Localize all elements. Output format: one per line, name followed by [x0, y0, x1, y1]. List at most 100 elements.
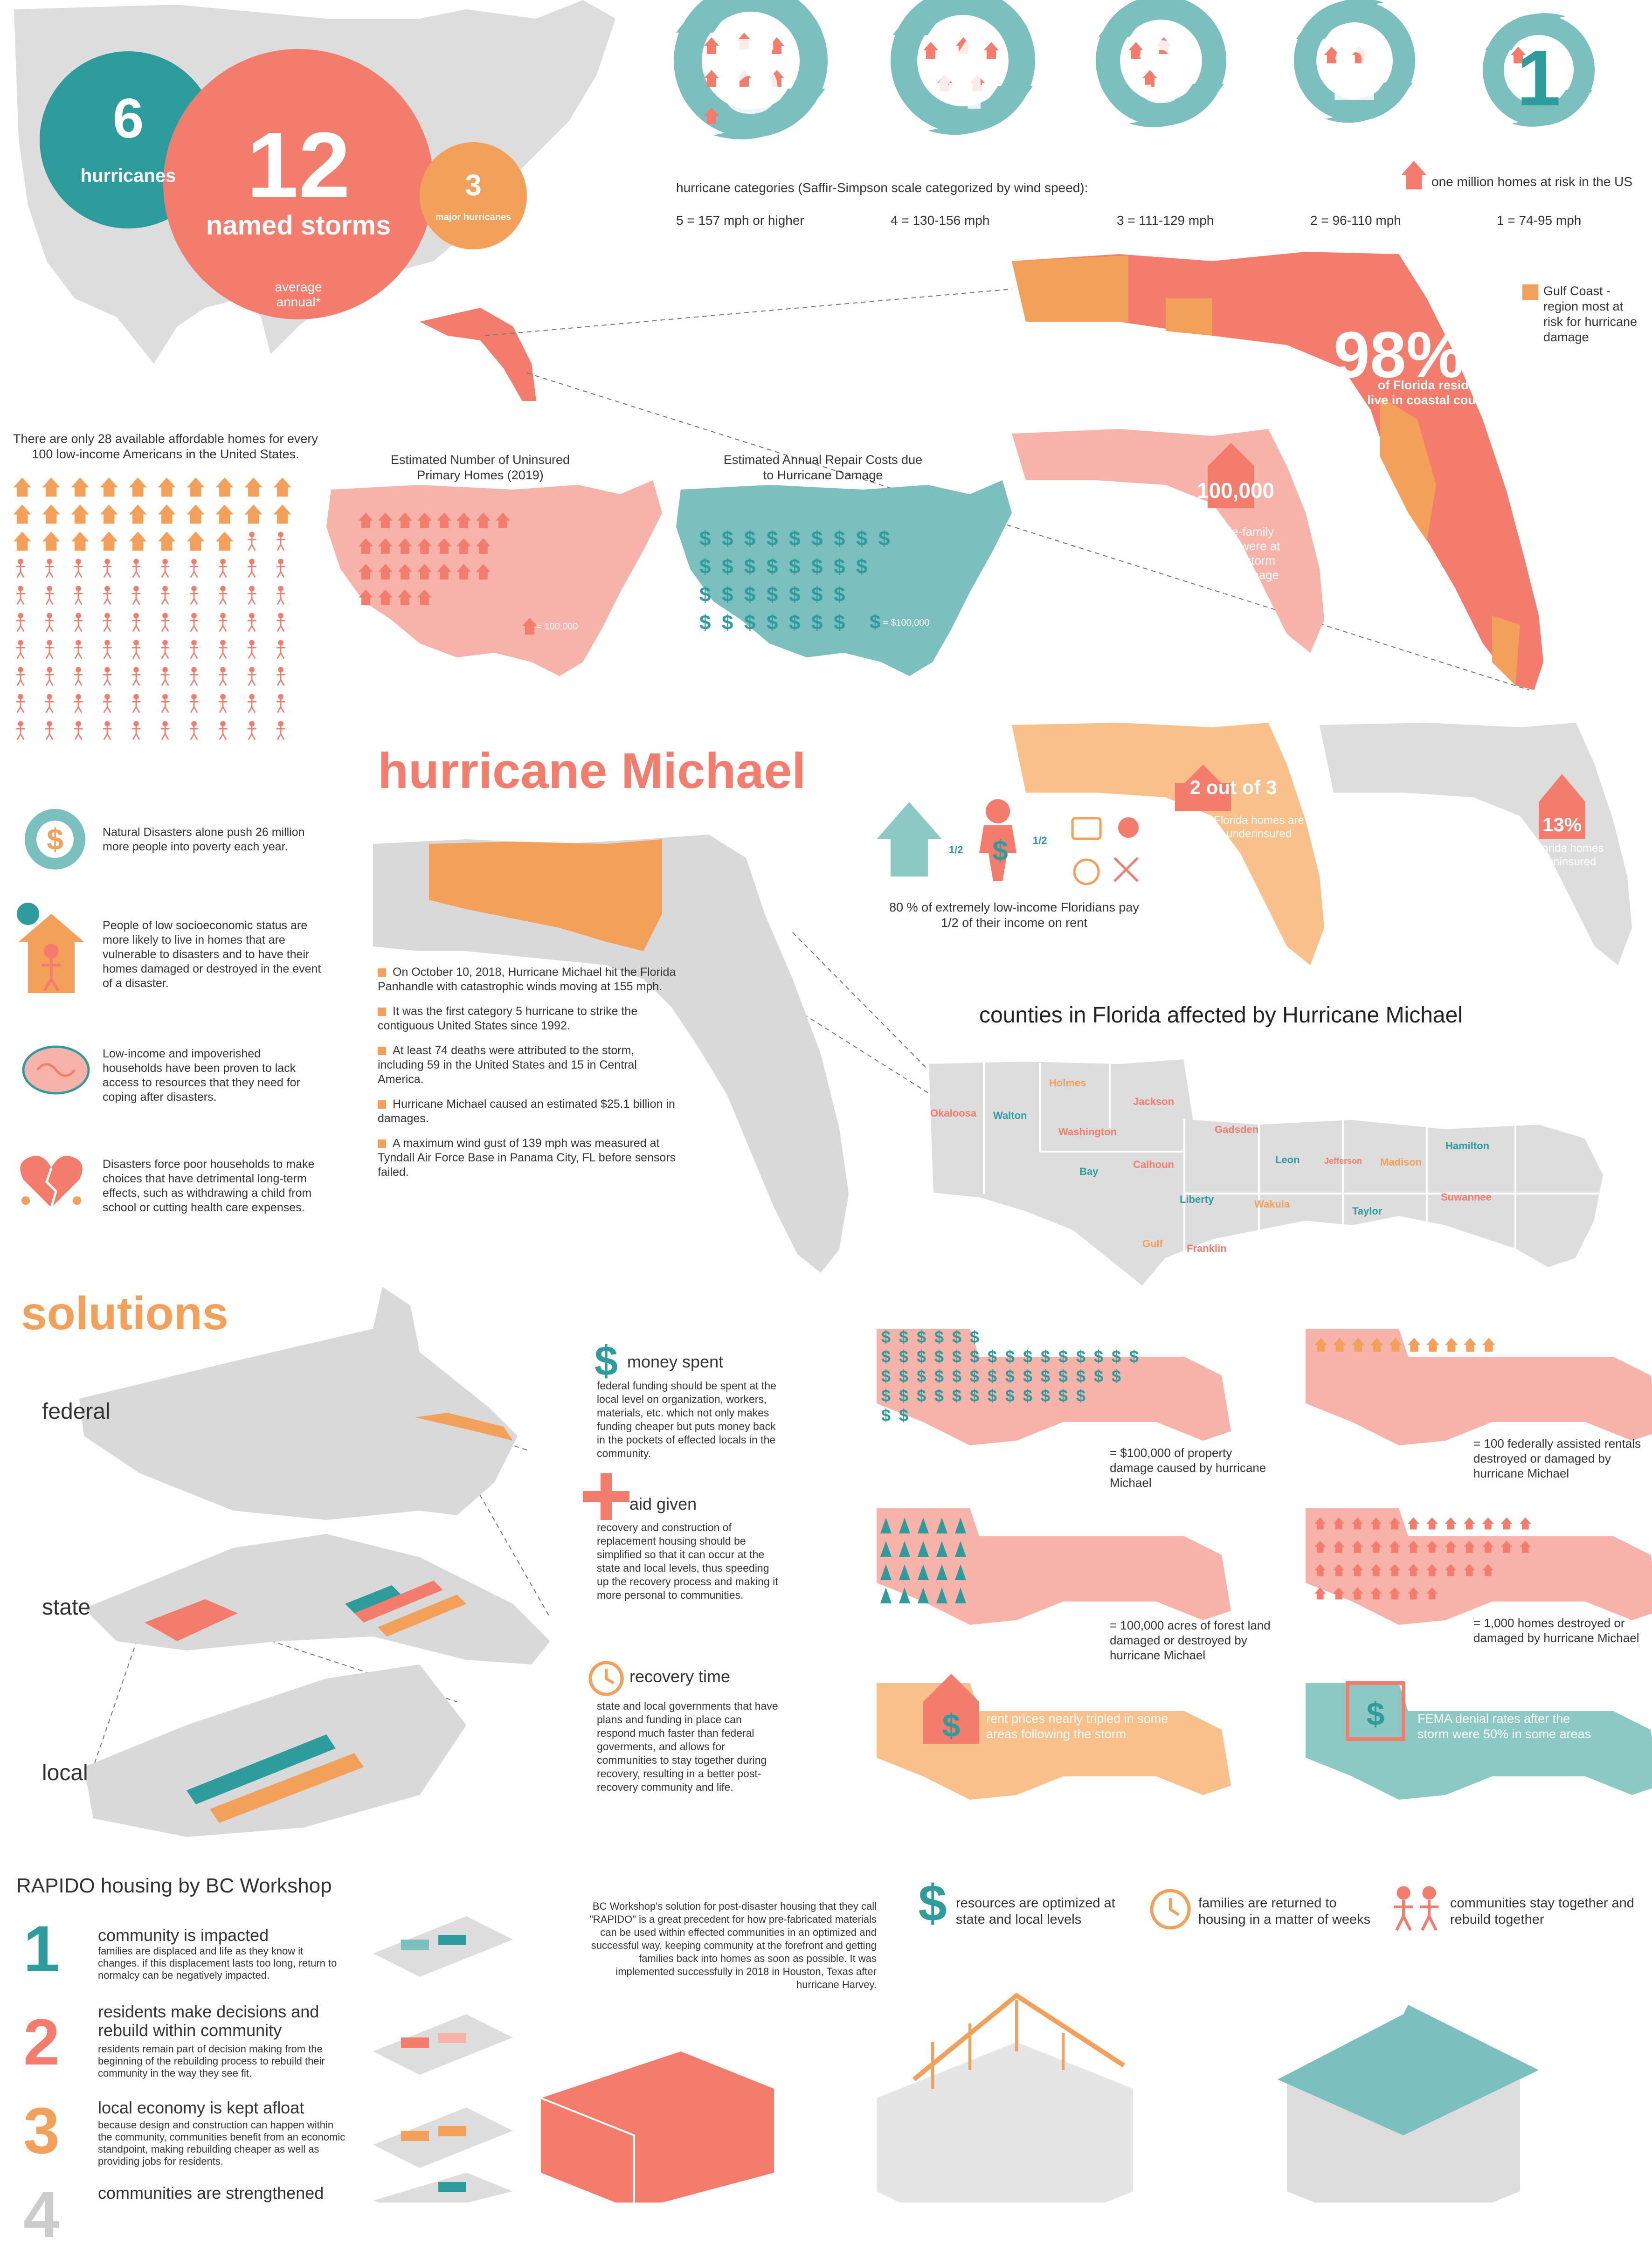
- uninsured-13-text: of Florida homes are uninsured: [1520, 842, 1604, 868]
- property-dollar-icon: $: [1023, 1367, 1032, 1386]
- half-right: 1/2: [1033, 835, 1047, 846]
- property-dollar-icon: $: [1129, 1347, 1139, 1366]
- category-3-number: 3: [1136, 22, 1186, 121]
- fact-4: Hurricane Michael caused an estimated $2…: [378, 1098, 675, 1125]
- rent-icons: $: [877, 799, 1139, 885]
- step-3-number: 3: [23, 2094, 60, 2167]
- category-4-number: 4: [935, 20, 990, 130]
- affordable-home-icon: [71, 477, 89, 497]
- rapido-core-module: [540, 2051, 774, 2203]
- property-dollar-icon: $: [917, 1347, 926, 1366]
- category-homes-legend: one million homes at risk in the US: [1431, 174, 1633, 189]
- underinsured-text: Florida homes are underinsured: [1214, 814, 1304, 840]
- florida-highlight-top: [420, 308, 536, 401]
- rental-home-icon: [1426, 1338, 1439, 1352]
- low-income-person-icon: [189, 666, 199, 686]
- low-income-person-icon: [189, 720, 199, 740]
- repair-dollar-icon: $: [834, 555, 845, 578]
- affordable-home-icon: [129, 532, 146, 551]
- surge-house-icon: [1208, 443, 1254, 508]
- repair-cost-us-map: $ $ $ $ $ $ $ $ $ $ $ $ $ $ $ $ $ $ $ $ $ $ $ $ $ $ $ $ $ $ $: [676, 480, 1012, 676]
- affordable-home-icon: [129, 504, 146, 524]
- forest-tree-icon: [899, 1588, 910, 1603]
- rental-home-icon: [1482, 1338, 1495, 1352]
- low-income-person-icon: [102, 720, 112, 740]
- hurricanes-count: 6: [112, 87, 144, 150]
- storms-count: 12: [246, 113, 351, 217]
- low-income-person-icon: [73, 639, 83, 659]
- underinsured-big: 2 out of 3: [1189, 776, 1277, 798]
- rapido-description: BC Workshop's solution for post-disaster…: [589, 1900, 877, 1990]
- low-income-person-icon: [218, 585, 228, 605]
- level-federal: federal: [42, 1399, 111, 1424]
- category-4-speed: 4 = 130-156 mph: [891, 213, 990, 228]
- benefit-2: families are returned to housing in a ma…: [1198, 1896, 1371, 1927]
- step-2-number: 2: [23, 2005, 60, 2078]
- expense-icons: [1071, 817, 1139, 885]
- property-dollar-icon: $: [899, 1327, 908, 1346]
- property-dollar-icon: $: [917, 1367, 926, 1386]
- category-5-number: 5: [721, 16, 781, 136]
- low-income-person-icon: [131, 639, 141, 659]
- property-dollar-icon: $: [970, 1367, 979, 1386]
- county-label: Madison: [1380, 1156, 1422, 1168]
- low-income-person-icon: [160, 639, 170, 659]
- low-income-person-icon: [15, 693, 26, 713]
- property-dollar-icon: $: [1076, 1386, 1085, 1405]
- low-income-person-icon: [102, 612, 112, 632]
- repair-dollar-icon: $: [834, 611, 845, 634]
- gulf-coast-legend: Gulf Coast - region most at risk for hur…: [1543, 284, 1638, 344]
- surge-number: 100,000: [1196, 478, 1275, 503]
- low-income-person-icon: [189, 558, 199, 578]
- affordable-home-icon: [71, 504, 89, 524]
- affordable-home-icon: [216, 504, 233, 524]
- repair-dollar-icon: $: [789, 583, 800, 606]
- step-1-title: community is impacted: [98, 1926, 269, 1945]
- property-dollar-icon: $: [899, 1367, 908, 1386]
- poverty-text-4: Disasters force poor households to make …: [103, 1158, 315, 1214]
- forest-tree-icon: [899, 1564, 910, 1580]
- uninsured-map-legend: = 100,000: [536, 621, 578, 632]
- property-dollar-icon: $: [881, 1386, 891, 1405]
- rapido-framing-module: [877, 1992, 1133, 2203]
- property-dollar-icon: $: [899, 1406, 908, 1425]
- low-income-person-icon: [189, 612, 199, 632]
- county-label: Taylor: [1352, 1205, 1382, 1217]
- affordable-home-icon: [71, 532, 89, 551]
- forest-tree-icon: [918, 1564, 929, 1580]
- low-income-person-icon: [160, 693, 170, 713]
- categories-title: hurricane categories (Saffir-Simpson sca…: [676, 180, 1088, 195]
- property-dollar-icon: $: [988, 1367, 997, 1386]
- benefit-dollar-icon: $: [918, 1875, 947, 1932]
- county-label: Okaloosa: [930, 1107, 977, 1119]
- uninsured-us-map: [326, 480, 662, 676]
- property-dollar-icon: $: [881, 1327, 891, 1346]
- county-label: Suwannee: [1441, 1191, 1492, 1203]
- solutions-title: solutions: [21, 1287, 228, 1340]
- low-income-person-icon: [247, 585, 257, 605]
- property-dollar-icon: $: [1076, 1367, 1085, 1386]
- low-income-person-icon: [247, 558, 257, 578]
- low-income-person-icon: [73, 585, 83, 605]
- forest-tree-icon: [955, 1564, 966, 1580]
- category-1-speed: 1 = 74-95 mph: [1497, 213, 1582, 228]
- county-label: Calhoun: [1133, 1159, 1174, 1170]
- bullet-square: [378, 1139, 386, 1148]
- bullet-square: [378, 968, 386, 977]
- property-dollar-icon: $: [899, 1347, 908, 1366]
- uninsured-map-title: Estimated Number of Uninsured Primary Ho…: [390, 453, 570, 482]
- destroyed-home-icon: [1520, 1517, 1531, 1530]
- low-income-person-icon: [102, 558, 112, 578]
- map2-legend: = 100 federally assisted rentals destroy…: [1473, 1436, 1641, 1480]
- forest-tree-icon: [918, 1518, 929, 1533]
- repair-dollar-icon: $: [811, 583, 823, 606]
- rent-arrow-icon: [877, 802, 942, 877]
- low-income-person-icon: [44, 720, 55, 740]
- florida-coastal-map: [1012, 252, 1543, 690]
- low-income-person-icon: [276, 693, 286, 713]
- low-income-person-icon: [247, 720, 257, 740]
- repair-dollar-icon: $: [767, 555, 778, 578]
- county-label: Gadsden: [1215, 1124, 1259, 1135]
- counties-map: [926, 1057, 1605, 1288]
- affordable-home-icon: [100, 504, 118, 524]
